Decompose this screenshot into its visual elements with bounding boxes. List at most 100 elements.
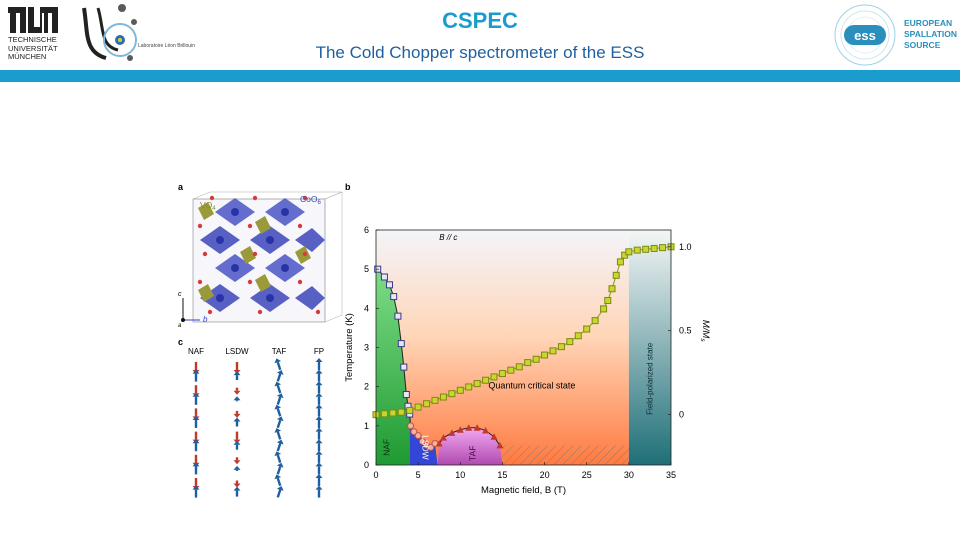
tum-line-1: TECHNISCHE (8, 35, 57, 44)
region-hatched (502, 445, 629, 465)
data-point (423, 400, 431, 408)
data-point (490, 433, 498, 440)
y2-axis-label: M/Ms (699, 320, 711, 342)
data-point (407, 422, 415, 430)
spin-arrow (315, 416, 323, 428)
ess-logo: ess (832, 3, 898, 71)
spin-arrow (315, 462, 323, 475)
spin-arrow (276, 485, 284, 498)
data-point (465, 383, 473, 391)
spin-arrow (233, 440, 241, 450)
panel-a-label: a (178, 182, 184, 192)
region-quantum-critical (376, 230, 629, 465)
ess-logo-text: EUROPEAN SPALLATION SOURCE (904, 18, 957, 51)
data-point (465, 424, 473, 431)
data-point (659, 244, 667, 252)
data-point (390, 293, 398, 301)
data-point (397, 408, 405, 416)
y2-tick-label: 0.5 (679, 326, 692, 336)
llb-logo (78, 2, 188, 72)
data-point (557, 343, 565, 351)
y-tick-label: 2 (364, 382, 369, 392)
data-point (583, 325, 591, 333)
spin-arrow (315, 358, 323, 370)
x-tick-label: 25 (582, 470, 592, 480)
y-tick-label: 3 (364, 343, 369, 353)
spin-column-taf: TAF (272, 347, 287, 356)
region-label-naf: NAF (381, 439, 391, 456)
data-point (650, 244, 658, 252)
crystal-structure-illustration (192, 191, 343, 323)
region-label-field-polarized: Field-polarized state (645, 342, 654, 415)
spin-arrow (315, 439, 323, 452)
spin-column-fp: FP (314, 347, 324, 356)
y-axis-label: Temperature (K) (344, 313, 355, 382)
data-point (397, 340, 405, 348)
y2-tick-label: 1.0 (679, 242, 692, 252)
panel-c-label: c (178, 337, 183, 347)
region-lsdw (409, 414, 438, 465)
spin-arrow (192, 392, 200, 405)
data-point (414, 403, 422, 411)
data-point (427, 443, 435, 451)
ess-line-1: EUROPEAN (904, 18, 953, 28)
ess-line-3: SOURCE (904, 40, 941, 50)
data-point (448, 390, 456, 398)
region-label-lsdw: LSDW (420, 435, 430, 460)
spin-arrow (233, 410, 241, 418)
spin-arrow (315, 474, 323, 486)
axis-c-label: c (178, 291, 182, 298)
spin-arrow (233, 417, 241, 427)
data-point (642, 245, 650, 253)
spin-arrow (233, 465, 241, 471)
data-point (608, 285, 616, 293)
ess-line-2: SPALLATION (904, 29, 958, 39)
data-point (612, 271, 620, 279)
y-tick-label: 0 (364, 460, 369, 470)
spin-arrow (192, 462, 200, 475)
data-point (616, 258, 624, 266)
data-point (389, 409, 397, 417)
x-axis-label: Magnetic field, B (T) (481, 485, 566, 496)
header-accent-bar (0, 70, 960, 82)
data-point (473, 424, 481, 431)
data-point (394, 312, 402, 320)
spin-arrow (274, 358, 282, 371)
page-subtitle: The Cold Chopper spectrometer of the ESS (315, 43, 645, 62)
data-point (498, 370, 506, 378)
data-point (431, 396, 439, 404)
x-tick-label: 5 (416, 470, 421, 480)
spin-arrow (315, 392, 323, 405)
data-point (414, 432, 422, 440)
crystal-axes: c b a (178, 291, 208, 329)
data-point (566, 338, 574, 346)
y-tick-label: 6 (364, 225, 369, 235)
x-tick-label: 20 (540, 470, 550, 480)
data-point (633, 246, 641, 254)
data-point (439, 393, 447, 401)
tum-logo-text: TECHNISCHE UNIVERSITÄT MÜNCHEN (8, 35, 58, 62)
coo6-label: CoO6 (300, 194, 321, 206)
tum-line-3: MÜNCHEN (8, 52, 47, 61)
data-point (380, 410, 388, 418)
data-point (541, 351, 549, 359)
data-point (400, 363, 408, 371)
data-point (456, 426, 464, 433)
spin-arrow (233, 396, 241, 402)
axis-b-label: b (203, 315, 208, 324)
data-point (600, 305, 608, 313)
tum-line-2: UNIVERSITÄT (8, 43, 58, 53)
spin-arrow (276, 369, 284, 382)
data-point (380, 273, 388, 281)
spin-arrow (274, 427, 282, 440)
data-point (490, 373, 498, 381)
data-point (496, 441, 504, 449)
phase-diagram-plot: 0 5 10 15 20 25 30 35 0 1 2 3 4 5 6 0 0.5 1.0 Magnetic fie… (344, 225, 711, 496)
x-tick-label: 15 (497, 470, 507, 480)
page-title: CSPEC (442, 8, 518, 33)
data-point (549, 347, 557, 355)
field-direction-label: B // c (439, 233, 457, 242)
data-point (625, 248, 633, 256)
data-point (435, 439, 443, 447)
